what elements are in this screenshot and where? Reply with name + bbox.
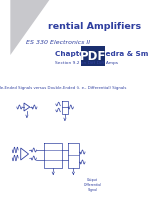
Text: Chapter 8  Sedra & Smith: Chapter 8 Sedra & Smith: [55, 51, 149, 57]
Text: ES 330 Electronics II: ES 330 Electronics II: [26, 39, 90, 45]
FancyBboxPatch shape: [80, 46, 105, 66]
Text: Single-Ended Signals versus Double-Ended (i. e., Differential) Signals: Single-Ended Signals versus Double-Ended…: [0, 86, 126, 90]
Text: Section 9.2 on Diff Diff Amps: Section 9.2 on Diff Diff Amps: [55, 61, 118, 65]
Polygon shape: [10, 0, 49, 55]
Text: rential Amplifiers: rential Amplifiers: [48, 22, 141, 30]
Text: PDF: PDF: [80, 50, 106, 63]
Text: Output
Differential
Signal: Output Differential Signal: [83, 178, 101, 192]
